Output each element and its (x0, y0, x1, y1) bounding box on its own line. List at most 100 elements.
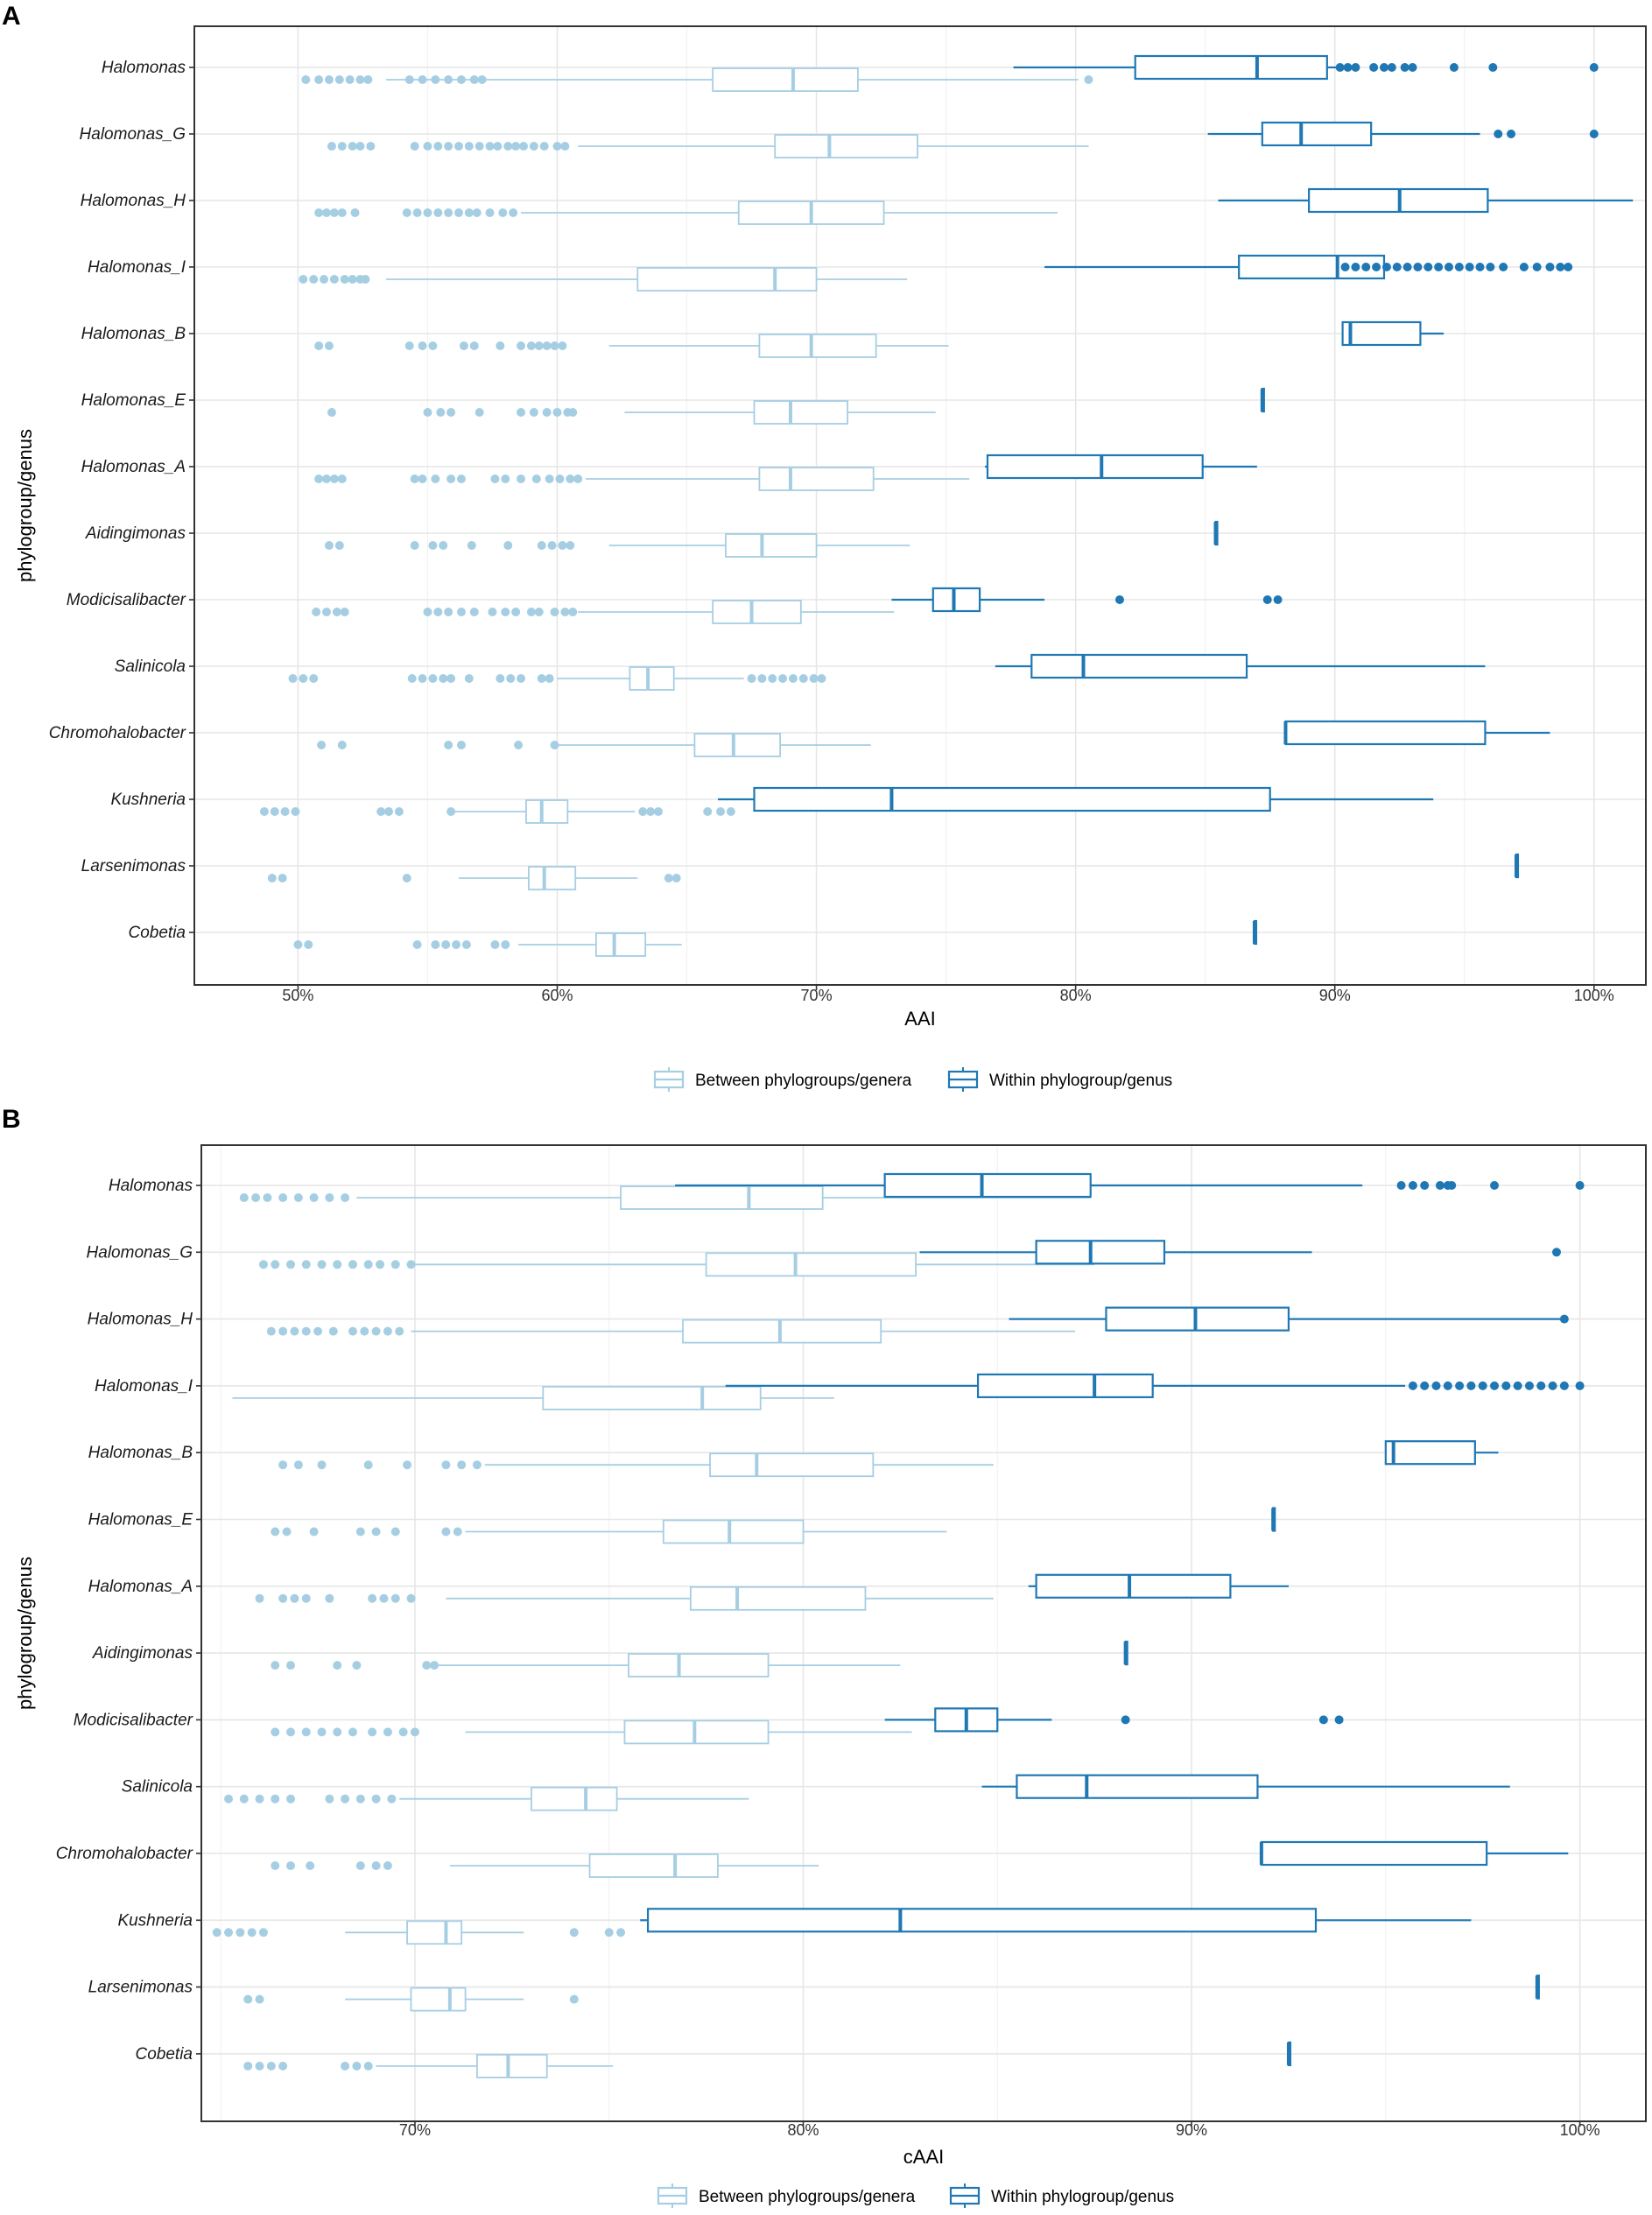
outlier-point (552, 408, 562, 417)
box-body (705, 1252, 917, 1277)
outlier-point (371, 1794, 381, 1804)
outlier-point (363, 75, 373, 84)
outlier-point (488, 608, 497, 616)
outlier-point (1532, 263, 1542, 271)
series-within (718, 54, 1634, 946)
plot-border (193, 25, 1647, 986)
outlier-point (255, 1994, 264, 2004)
box-body (758, 334, 877, 358)
outlier-point (266, 1326, 276, 1336)
outlier-point (517, 408, 526, 417)
outlier-point (441, 940, 451, 949)
plot-border (200, 1144, 1647, 2122)
outlier-point (352, 2061, 362, 2071)
outlier-point (453, 208, 463, 217)
box-body (588, 1853, 719, 1878)
outlier-point (664, 874, 673, 882)
legend-item-between: Between phylogroups/genera (657, 2183, 916, 2208)
legend-label: Between phylogroups/genera (699, 2188, 916, 2206)
outlier-point (1273, 595, 1283, 604)
box-body (883, 1172, 1092, 1199)
outlier-point (255, 2061, 264, 2071)
outlier-point (511, 608, 521, 616)
outlier-point (293, 940, 303, 949)
box-Salinicola (224, 1786, 749, 1811)
outlier-point (418, 75, 427, 84)
outlier-point (1564, 263, 1573, 271)
outlier-point (212, 1928, 221, 1937)
box-Halomonas (239, 1185, 1091, 1210)
outlier-point (278, 2061, 288, 2071)
x-tick-label: 90% (1176, 2121, 1207, 2139)
legend-label: Within phylogroup/genus (989, 1072, 1172, 1090)
outlier-point (334, 75, 344, 84)
box-body (531, 1786, 618, 1811)
outlier-point (1334, 1715, 1344, 1725)
outlier-point (503, 142, 513, 151)
outlier-point (558, 341, 567, 350)
outlier-point (1392, 263, 1402, 271)
outlier-point (560, 608, 570, 616)
outlier-point (384, 807, 394, 816)
outlier-point (1589, 130, 1599, 138)
outlier-point (317, 1460, 327, 1470)
box-Salinicola (995, 653, 1486, 679)
outlier-point (371, 1326, 381, 1336)
outlier-point (1559, 1381, 1569, 1390)
panel-letter: A (2, 2, 21, 31)
outlier-point (412, 208, 422, 217)
box-Chromohalobacter (1283, 720, 1550, 746)
outlier-point (314, 208, 324, 217)
outlier-point (453, 142, 463, 151)
box-body (528, 866, 577, 890)
outlier-point (517, 475, 526, 483)
outlier-point (456, 475, 466, 483)
outlier-point (337, 741, 347, 749)
outlier-point (469, 341, 479, 350)
outlier-point (501, 608, 510, 616)
outlier-point (329, 208, 339, 217)
panel-B: B Halomonas Halomonas_G Halomonas_H Halomona… (2, 1105, 1647, 2208)
outlier-point (299, 275, 308, 284)
x-tick-label: 60% (541, 987, 573, 1004)
outlier-point (542, 341, 552, 350)
outlier-point (286, 1661, 296, 1670)
outlier-point (345, 75, 355, 84)
outlier-point (529, 142, 538, 151)
outlier-point (433, 608, 443, 616)
outlier-point (317, 1727, 327, 1737)
outlier-point (550, 608, 559, 616)
outlier-point (332, 608, 341, 616)
category-label: Cobetia (129, 924, 186, 942)
outlier-point (286, 1794, 296, 1804)
box-Modicisalibacter (312, 600, 895, 624)
outlier-point (1466, 1381, 1476, 1390)
outlier-point (422, 1661, 432, 1670)
outlier-point (418, 475, 427, 483)
outlier-point (716, 807, 726, 816)
box-Aidingimonas (324, 533, 910, 558)
outlier-point (258, 1260, 268, 1269)
outlier-point (444, 75, 453, 84)
outlier-point (1431, 1381, 1441, 1390)
outlier-point (383, 1326, 392, 1336)
category-label: Aidingimonas (85, 524, 186, 543)
outlier-point (428, 541, 438, 550)
box-Halomonas_E (1271, 1507, 1276, 1532)
outlier-point (404, 75, 414, 84)
x-tick-label: 80% (787, 2121, 819, 2139)
outlier-point (410, 475, 419, 483)
outlier-point (290, 1593, 299, 1603)
x-tick-label: 100% (1574, 987, 1614, 1004)
outlier-point (1465, 263, 1474, 271)
outlier-point (368, 1593, 377, 1603)
outlier-point (461, 940, 471, 949)
outlier-point (1575, 1181, 1585, 1190)
box-body (476, 2053, 548, 2078)
box-Halomonas_A (985, 454, 1257, 480)
outlier-point (314, 75, 324, 84)
outlier-point (638, 807, 648, 816)
outlier-point (333, 1260, 342, 1269)
legend-item-within: Within phylogroup/genus (947, 1067, 1172, 1092)
